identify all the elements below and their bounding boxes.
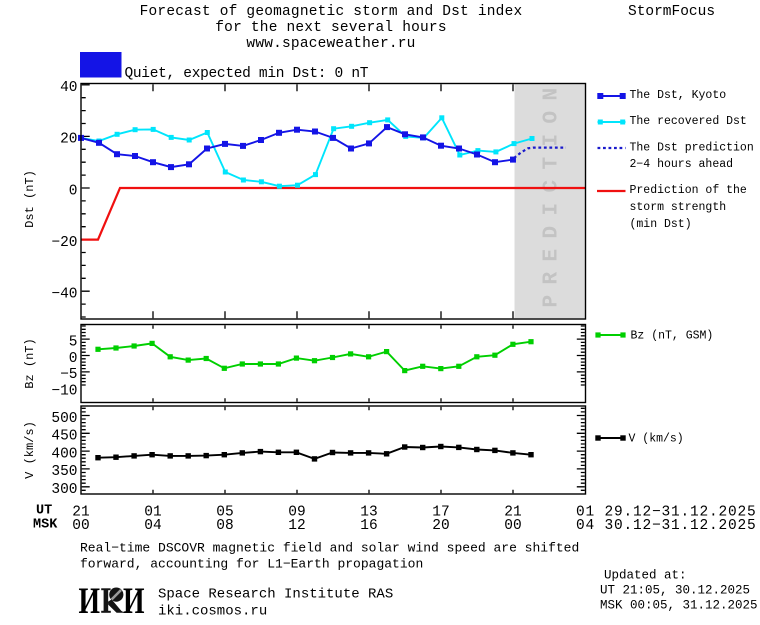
svg-text:storm strength: storm strength [630,201,727,214]
svg-text:The Dst prediction: The Dst prediction [630,141,754,154]
svg-text:450: 450 [51,429,77,445]
svg-text:−5: −5 [60,367,77,383]
svg-text:20: 20 [432,518,449,534]
svg-text:www.spaceweather.ru: www.spaceweather.ru [246,36,415,52]
svg-text:PREDICTION: PREDICTION [541,77,564,307]
svg-text:Quiet, expected min Dst: 0 nT: Quiet, expected min Dst: 0 nT [125,66,369,82]
svg-text:V (km/s): V (km/s) [629,433,684,446]
svg-text:12: 12 [288,518,305,534]
svg-text:MSK: MSK [33,518,58,533]
svg-text:05: 05 [216,505,233,521]
svg-text:iki.cosmos.ru: iki.cosmos.ru [158,604,267,620]
svg-text:00: 00 [504,518,521,534]
svg-text:Prediction of the: Prediction of the [630,184,747,197]
svg-text:Bz (nT, GSM): Bz (nT, GSM) [631,329,714,342]
svg-text:09: 09 [288,505,305,521]
svg-text:0: 0 [69,183,78,199]
svg-text:04: 04 [144,518,161,534]
svg-text:01 29.12−31.12.2025: 01 29.12−31.12.2025 [576,505,757,521]
svg-text:13: 13 [360,505,377,521]
svg-text:Dst (nT): Dst (nT) [23,170,37,228]
svg-text:The Dst, Kyoto: The Dst, Kyoto [630,89,727,102]
svg-text:21: 21 [72,505,89,521]
svg-text:01: 01 [144,505,161,521]
svg-text:500: 500 [51,411,77,427]
svg-text:350: 350 [51,464,77,480]
svg-text:−20: −20 [51,235,77,251]
svg-text:0: 0 [69,351,78,367]
svg-text:MSK 00:05, 31.12.2025: MSK 00:05, 31.12.2025 [600,599,758,613]
svg-text:Real−time DSCOVR magnetic fiel: Real−time DSCOVR magnetic field and sola… [80,541,579,556]
svg-text:40: 40 [60,80,77,96]
svg-text:−40: −40 [51,287,77,303]
svg-text:The recovered Dst: The recovered Dst [630,115,747,128]
svg-text:−10: −10 [51,384,77,400]
svg-text:16: 16 [360,518,377,534]
svg-text:for the next several hours: for the next several hours [215,20,446,36]
svg-text:300: 300 [51,482,77,498]
svg-text:20: 20 [60,132,77,148]
svg-text:UT: UT [36,504,52,519]
svg-text:(min Dst): (min Dst) [630,218,692,231]
svg-text:forward, accounting for L1−Ear: forward, accounting for L1−Earth propaga… [80,557,423,572]
svg-text:2−4 hours ahead: 2−4 hours ahead [630,158,734,171]
svg-text:Forecast of geomagnetic storm: Forecast of geomagnetic storm and Dst in… [140,4,523,20]
svg-text:17: 17 [432,505,449,521]
svg-text:StormFocus: StormFocus [628,4,715,20]
svg-text:И: И [123,581,145,620]
svg-text:И: И [79,581,101,620]
svg-text:5: 5 [69,334,78,350]
svg-text:00: 00 [72,518,89,534]
svg-text:21: 21 [504,505,521,521]
svg-text:V (km/s): V (km/s) [23,421,37,479]
svg-text:UT 21:05, 30.12.2025: UT 21:05, 30.12.2025 [600,584,750,598]
svg-text:Bz (nT): Bz (nT) [23,338,37,388]
svg-text:400: 400 [51,446,77,462]
svg-text:Updated at:: Updated at: [604,569,687,583]
svg-text:08: 08 [216,518,233,534]
svg-text:04 30.12−31.12.2025: 04 30.12−31.12.2025 [576,518,757,534]
svg-text:Space Research Institute RAS: Space Research Institute RAS [158,587,393,603]
